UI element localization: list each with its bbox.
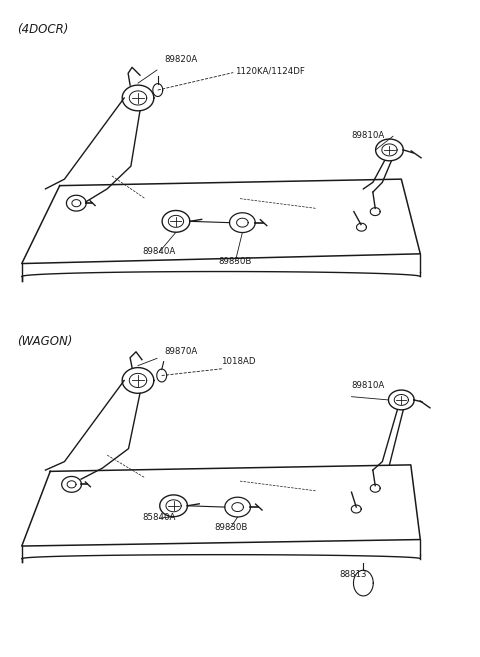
Text: (4DOCR): (4DOCR) bbox=[17, 23, 68, 36]
Text: 89820A: 89820A bbox=[164, 55, 197, 64]
Text: 1018AD: 1018AD bbox=[221, 357, 255, 366]
Polygon shape bbox=[153, 83, 163, 97]
Polygon shape bbox=[225, 497, 251, 517]
Polygon shape bbox=[357, 223, 366, 231]
Text: 88813: 88813 bbox=[340, 570, 367, 579]
Text: 89810A: 89810A bbox=[351, 381, 385, 390]
Polygon shape bbox=[66, 195, 86, 211]
Polygon shape bbox=[388, 390, 414, 410]
Polygon shape bbox=[122, 368, 154, 394]
Polygon shape bbox=[122, 85, 154, 111]
Polygon shape bbox=[62, 476, 82, 492]
Polygon shape bbox=[162, 210, 190, 232]
Polygon shape bbox=[351, 505, 361, 513]
Text: 89870A: 89870A bbox=[164, 348, 197, 357]
Polygon shape bbox=[370, 208, 380, 215]
Text: 89830B: 89830B bbox=[219, 257, 252, 265]
Text: 89810A: 89810A bbox=[351, 131, 385, 140]
Polygon shape bbox=[157, 369, 167, 382]
Text: (WAGON): (WAGON) bbox=[17, 335, 72, 348]
Polygon shape bbox=[370, 484, 380, 492]
Polygon shape bbox=[229, 213, 255, 233]
Text: 89830B: 89830B bbox=[214, 523, 247, 532]
Text: 89840A: 89840A bbox=[143, 247, 176, 256]
Polygon shape bbox=[160, 495, 187, 516]
Text: 1120KA/1124DF: 1120KA/1124DF bbox=[235, 66, 305, 76]
Text: 85840A: 85840A bbox=[143, 513, 176, 522]
Polygon shape bbox=[353, 570, 373, 596]
Polygon shape bbox=[376, 139, 403, 161]
